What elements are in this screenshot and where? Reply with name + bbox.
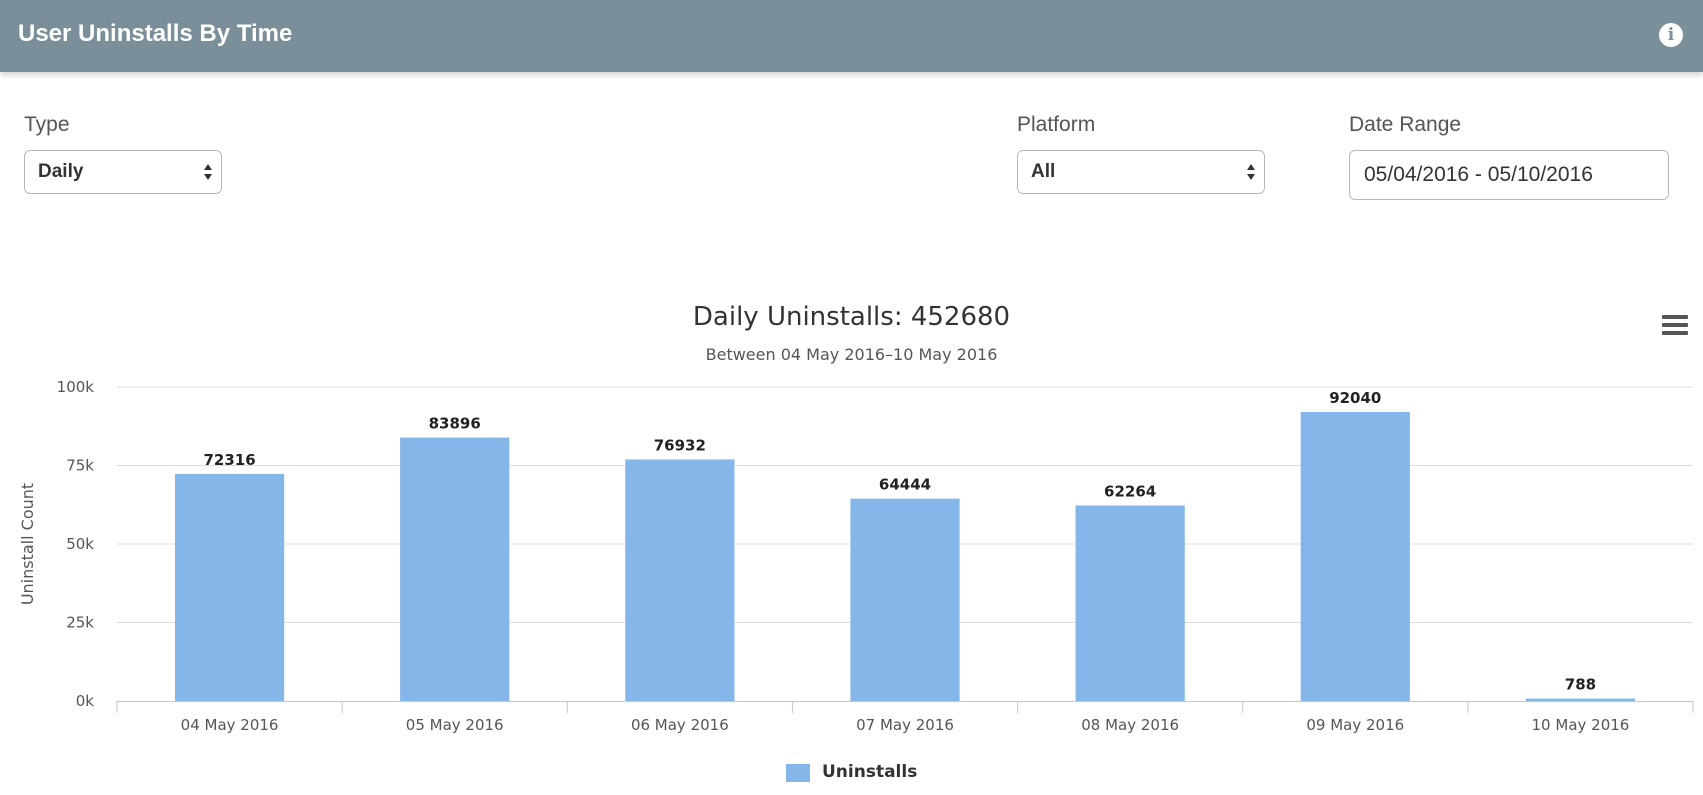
x-tick-label: 07 May 2016 (856, 716, 954, 734)
bar[interactable] (625, 459, 735, 701)
data-label: 92040 (1329, 389, 1381, 407)
bar[interactable] (850, 498, 960, 701)
bar[interactable] (1075, 505, 1185, 701)
platform-filter-label: Platform (1017, 113, 1096, 136)
data-label: 788 (1565, 676, 1596, 694)
type-select[interactable]: Daily (24, 150, 222, 194)
data-label: 72316 (203, 451, 255, 469)
hamburger-menu-icon[interactable] (1662, 314, 1690, 336)
chart-title: Daily Uninstalls: 452680 (692, 302, 1011, 332)
data-label: 83896 (429, 415, 481, 433)
x-tick-label: 10 May 2016 (1532, 716, 1630, 734)
x-tick-label: 09 May 2016 (1306, 716, 1404, 734)
date-range-label: Date Range (1349, 113, 1462, 136)
x-tick-label: 06 May 2016 (631, 716, 729, 734)
x-tick-label: 04 May 2016 (181, 716, 279, 734)
info-icon[interactable]: i (1659, 23, 1683, 47)
y-tick-label: 75k (66, 457, 94, 475)
select-arrows-icon (1247, 164, 1255, 180)
legend-label: Uninstalls (822, 762, 918, 782)
y-tick-label: 100k (57, 378, 95, 396)
type-select-value: Daily (38, 161, 84, 182)
x-tick-label: 05 May 2016 (406, 716, 504, 734)
select-arrows-icon (204, 164, 212, 180)
date-range-value: 05/04/2016 - 05/10/2016 (1364, 163, 1593, 186)
y-axis-label: Uninstall Count (18, 483, 37, 605)
bar[interactable] (174, 473, 285, 701)
date-range-input[interactable]: 05/04/2016 - 05/10/2016 (1349, 150, 1669, 200)
chart-subtitle: Between 04 May 2016–10 May 2016 (705, 345, 998, 364)
bar[interactable] (1525, 698, 1636, 701)
y-tick-label: 25k (66, 614, 94, 632)
legend-swatch (786, 764, 810, 782)
platform-select[interactable]: All (1017, 150, 1265, 194)
data-label: 76932 (654, 436, 706, 454)
data-label: 62264 (1104, 482, 1156, 500)
bar[interactable] (1300, 411, 1410, 701)
platform-select-value: All (1031, 161, 1056, 182)
y-tick-label: 50k (66, 535, 94, 553)
bar[interactable] (400, 437, 510, 701)
data-label: 64444 (879, 476, 931, 494)
y-tick-label: 0k (76, 692, 95, 710)
x-tick-label: 08 May 2016 (1081, 716, 1179, 734)
panel-header: User Uninstalls By Time i (0, 0, 1703, 72)
type-filter-label: Type (24, 113, 70, 136)
panel-title: User Uninstalls By Time (18, 20, 293, 47)
